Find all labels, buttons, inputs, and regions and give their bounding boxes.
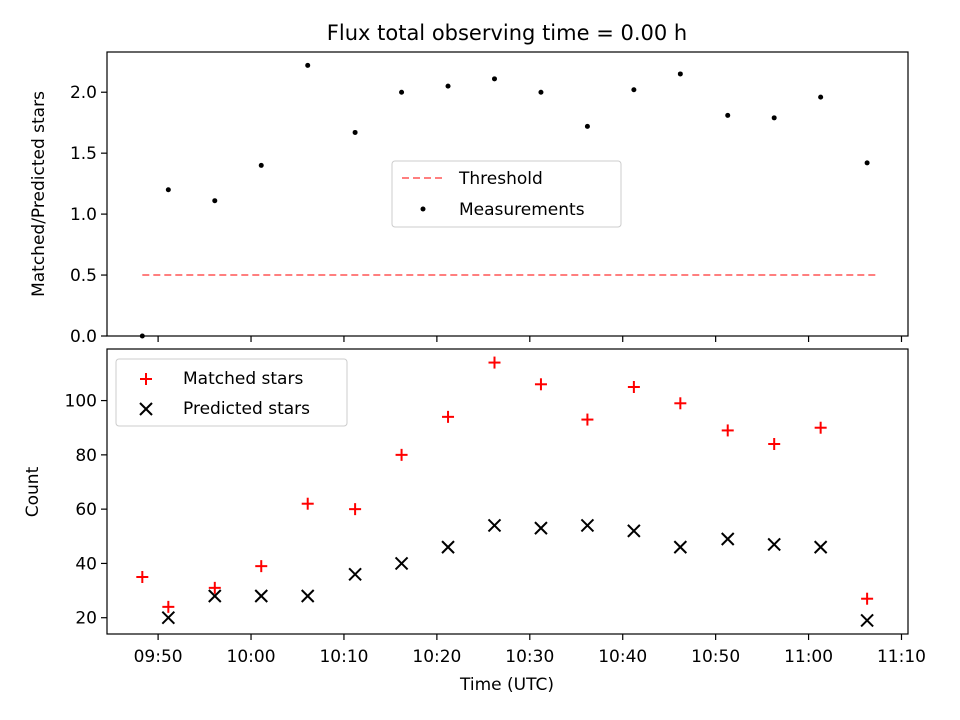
top-measurements-point xyxy=(538,89,544,95)
bottom-matched-stars-point xyxy=(162,600,175,613)
bottom-predicted-stars-point xyxy=(534,521,548,535)
top-measurements-point xyxy=(445,83,451,89)
bottom-chart-y-axis-label: Count xyxy=(23,466,43,517)
bottom-x-tick-label: 11:00 xyxy=(784,647,833,667)
top-measurements-point xyxy=(212,198,218,204)
bottom-predicted-stars-point xyxy=(627,524,641,538)
bottom-predicted-stars-point xyxy=(208,589,222,603)
bottom-matched-stars-point xyxy=(581,413,594,426)
top-chart-axes: 0.0 0.5 1.0 1.5 2.0 xyxy=(70,83,903,347)
bottom-y-tick-label: 40 xyxy=(75,554,97,574)
bottom-predicted-stars-point xyxy=(441,540,455,554)
top-y-tick-label: 0.0 xyxy=(70,327,97,347)
top-measurements-point xyxy=(631,87,637,93)
top-chart-legend: Threshold Measurements xyxy=(391,160,622,228)
bottom-x-tick-label: 11:10 xyxy=(877,647,926,667)
top-measurements-point xyxy=(725,112,731,118)
bottom-predicted-stars-point xyxy=(301,589,315,603)
top-y-tick-label: 1.5 xyxy=(70,144,97,164)
legend-measurements-swatch xyxy=(420,206,426,212)
top-measurements-point xyxy=(818,94,824,100)
bottom-chart-frame xyxy=(106,348,909,635)
bottom-x-tick-label: 10:20 xyxy=(412,647,461,667)
bottom-x-tick-label: 09:50 xyxy=(134,647,183,667)
bottom-chart-x-axis-label: Time (UTC) xyxy=(459,675,554,695)
bottom-matched-stars-point xyxy=(255,560,268,573)
bottom-matched-stars-point xyxy=(721,424,734,437)
bottom-y-tick-label: 60 xyxy=(75,500,97,520)
top-measurements-point xyxy=(165,187,171,193)
bottom-matched-stars-point xyxy=(814,421,827,434)
bottom-matched-stars-point xyxy=(674,397,687,410)
bottom-predicted-stars-point xyxy=(721,532,735,546)
bottom-predicted-stars-point xyxy=(813,540,828,554)
bottom-predicted-stars-point xyxy=(254,589,268,603)
bottom-predicted-stars-point xyxy=(673,540,688,554)
top-y-tick-label: 2.0 xyxy=(70,83,97,103)
bottom-matched-stars-point xyxy=(768,438,781,450)
bottom-matched-stars-point xyxy=(442,410,455,423)
bottom-predicted-stars-point xyxy=(348,567,362,581)
bottom-chart-legend: Matched stars Predicted stars xyxy=(115,358,348,427)
top-measurements-point xyxy=(305,62,311,68)
bottom-predicted-stars-point xyxy=(161,611,176,625)
top-y-tick-label: 1.0 xyxy=(70,205,97,225)
top-measurements-point xyxy=(491,76,497,82)
bottom-legend-box xyxy=(115,358,348,427)
bottom-y-tick-label: 20 xyxy=(75,609,97,629)
bottom-matched-stars-point xyxy=(136,571,149,583)
top-measurements-point xyxy=(771,115,777,121)
bottom-matched-stars-point xyxy=(627,381,640,393)
top-chart-frame xyxy=(106,51,909,337)
bottom-y-tick-label: 80 xyxy=(75,446,97,466)
top-legend-box xyxy=(391,160,622,228)
legend-matched-stars-label: Matched stars xyxy=(183,369,303,389)
legend-measurements-label: Measurements xyxy=(459,200,585,220)
top-measurements-point xyxy=(677,71,683,77)
legend-predicted-stars-swatch xyxy=(139,402,153,416)
bottom-matched-stars-point xyxy=(534,378,547,391)
bottom-chart-data-layer xyxy=(136,356,874,628)
bottom-predicted-stars-point xyxy=(580,518,595,533)
top-y-tick-label: 0.5 xyxy=(70,266,97,286)
bottom-chart-axes: 20 40 60 80 100 09:50 10:00 10:10 10:20 10:30 10:4… xyxy=(65,392,926,667)
legend-predicted-stars-label: Predicted stars xyxy=(183,399,310,419)
bottom-matched-stars-point xyxy=(208,581,221,594)
bottom-matched-stars-point xyxy=(395,448,408,461)
legend-threshold-label: Threshold xyxy=(458,169,543,189)
bottom-matched-stars-point xyxy=(349,503,362,516)
bottom-x-tick-label: 10:40 xyxy=(598,647,647,667)
bottom-predicted-stars-point xyxy=(767,537,781,552)
bottom-matched-stars-point xyxy=(861,592,874,605)
bottom-predicted-stars-point xyxy=(860,613,874,628)
top-chart-y-axis-label: Matched/Predicted stars xyxy=(29,91,49,297)
bottom-predicted-stars-point xyxy=(487,518,502,533)
top-measurements-point xyxy=(864,160,870,166)
bottom-y-tick-label: 100 xyxy=(65,392,97,412)
bottom-x-tick-label: 10:50 xyxy=(691,647,740,667)
bottom-x-tick-label: 10:00 xyxy=(227,647,276,667)
top-measurements-point xyxy=(258,162,264,168)
top-chart-title: Flux total observing time = 0.00 h xyxy=(327,21,687,45)
top-measurements-point xyxy=(352,129,358,135)
bottom-predicted-stars-point xyxy=(394,556,409,571)
bottom-matched-stars-point xyxy=(488,356,501,369)
legend-matched-stars-swatch xyxy=(140,373,152,385)
top-chart-data-layer xyxy=(139,62,880,339)
bottom-x-tick-label: 10:30 xyxy=(505,647,554,667)
top-measurements-point xyxy=(584,123,590,129)
bottom-x-tick-label: 10:10 xyxy=(319,647,368,667)
top-measurements-point xyxy=(399,89,405,95)
bottom-matched-stars-point xyxy=(301,497,314,510)
